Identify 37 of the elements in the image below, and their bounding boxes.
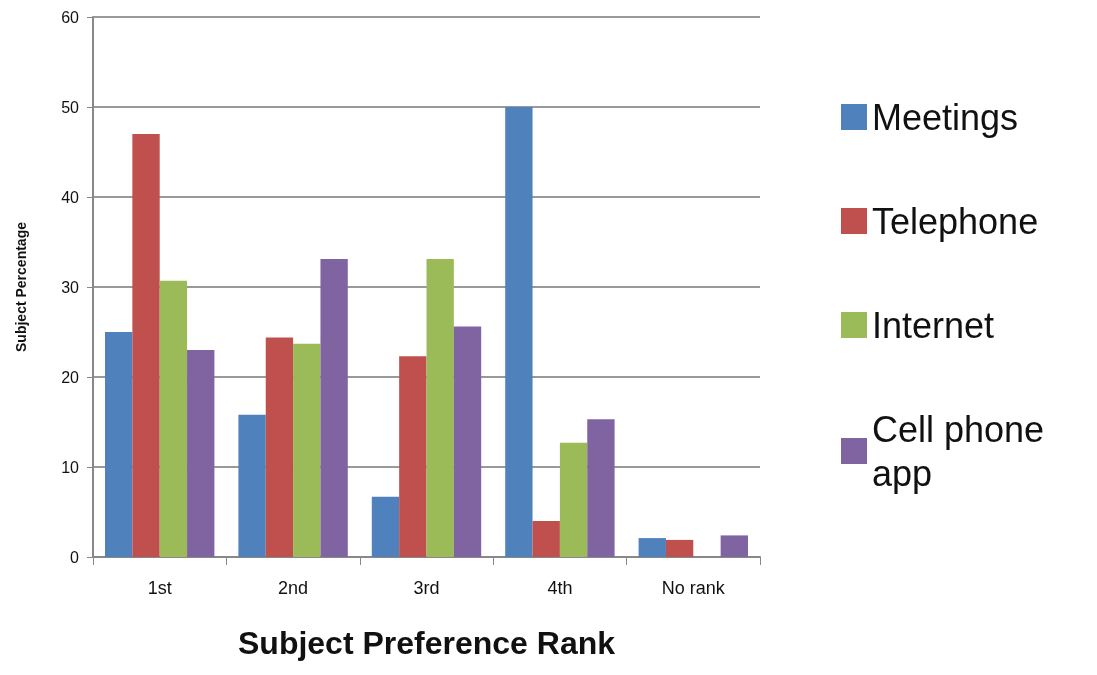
bar [638, 538, 666, 557]
bar [159, 280, 188, 557]
y-tick-label: 20 [61, 368, 80, 386]
legend-label: Meetings [872, 96, 1019, 138]
y-tick-label: 60 [61, 8, 80, 26]
bar [587, 419, 615, 557]
bar [426, 259, 454, 557]
bar [132, 134, 160, 557]
bar [665, 539, 694, 557]
bar [238, 414, 266, 557]
bar [559, 442, 588, 557]
x-axis-title: Subject Preference Rank [237, 625, 616, 661]
bar [720, 535, 748, 557]
y-tick-label: 30 [61, 278, 80, 296]
bar [371, 496, 400, 557]
legend-label: Cell phone app [872, 408, 1055, 494]
bar [187, 350, 215, 557]
bar [453, 326, 482, 557]
x-tick-label: No rank [661, 578, 726, 598]
x-tick-label: 1st [147, 578, 172, 598]
legend-label: Telephone [872, 200, 1039, 242]
bar [265, 337, 294, 557]
y-tick-label: 10 [61, 458, 80, 476]
x-tick-label: 3rd [413, 578, 440, 598]
legend-label: Internet [872, 304, 995, 346]
bar [399, 356, 427, 557]
bar [105, 332, 133, 557]
y-tick-label: 50 [61, 98, 80, 116]
y-tick-label: 40 [61, 188, 80, 206]
x-tick-label: 2nd [278, 578, 309, 598]
y-axis-title: Subject Percentage [13, 221, 29, 352]
bar [505, 107, 533, 557]
bar [532, 521, 560, 557]
bar [293, 343, 321, 557]
y-tick-label: 0 [70, 548, 80, 566]
bar [320, 259, 348, 557]
x-tick-label: 4th [547, 578, 573, 598]
